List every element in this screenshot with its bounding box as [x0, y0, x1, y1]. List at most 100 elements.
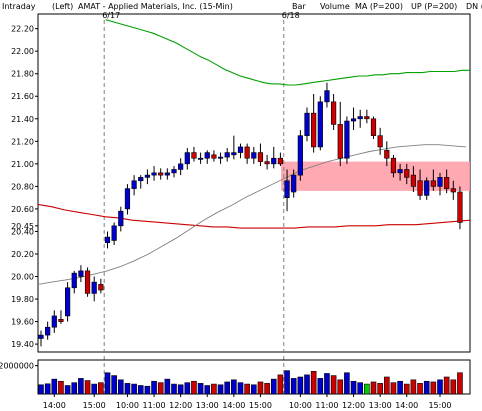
volume-bar — [370, 381, 377, 395]
time-tick-label: 13:00 — [196, 401, 219, 410]
candle-body — [444, 177, 450, 189]
scale-label: (Left) — [52, 2, 73, 11]
price-tick-label: 21.60 — [11, 92, 34, 101]
candle-body — [284, 180, 290, 198]
session-date-label: 6/18 — [282, 11, 300, 20]
volume-bar — [350, 380, 357, 395]
legend-bar: Bar — [292, 2, 306, 11]
volume-bar — [197, 383, 204, 395]
candle-body — [184, 152, 190, 165]
volume-bar — [397, 380, 403, 395]
price-tick-label: 19.60 — [11, 318, 34, 327]
candle-body — [131, 180, 137, 189]
volume-bar — [457, 372, 463, 395]
candle-body — [51, 315, 57, 328]
candle-body — [297, 135, 303, 176]
volume-bar — [184, 382, 191, 395]
volume-bar — [270, 378, 277, 395]
candle-body — [71, 272, 77, 289]
candle-body — [277, 157, 284, 165]
volume-bar — [84, 380, 91, 395]
candle-body — [178, 163, 184, 170]
candle-body — [237, 146, 244, 153]
volume-bar — [251, 384, 257, 395]
volume-bar — [71, 382, 78, 395]
volume-bar — [98, 382, 104, 395]
volume-bar — [44, 383, 51, 395]
session-date-label: 6/17 — [102, 11, 120, 20]
candle-body — [151, 172, 157, 176]
time-tick-label: 10:00 — [289, 401, 312, 410]
price-tick-label: 20.80 — [11, 182, 34, 191]
volume-bar — [38, 384, 44, 395]
candle-body — [264, 161, 270, 165]
up-band-line — [105, 19, 470, 86]
price-tick-label: 20.45 — [11, 222, 34, 231]
price-tick-label: 22.00 — [11, 47, 34, 56]
chart-title: AMAT - Applied Materials, Inc. (15-Min) — [78, 2, 233, 11]
volume-bar — [450, 379, 457, 395]
candle-body — [457, 191, 463, 223]
candle-body — [330, 101, 337, 125]
volume-bar — [357, 382, 364, 395]
candle-body — [291, 174, 297, 193]
candle-body — [337, 124, 343, 159]
price-tick-label: 22.20 — [11, 25, 34, 34]
candle-body — [124, 188, 131, 210]
volume-bar — [51, 378, 58, 395]
volume-bar — [437, 379, 443, 395]
volume-bar — [324, 373, 330, 395]
price-tick-label: 19.40 — [11, 340, 34, 349]
volume-bar — [297, 376, 304, 395]
volume-bar — [151, 380, 157, 395]
candle-body — [231, 152, 237, 156]
volume-bar — [430, 381, 437, 395]
volume-bar — [204, 385, 211, 395]
candle-body — [317, 101, 323, 148]
volume-bar — [157, 382, 164, 395]
volume-bar — [337, 379, 344, 395]
candle-body — [390, 157, 397, 174]
price-tick-label: 20.60 — [11, 205, 34, 214]
candle-body — [364, 116, 370, 120]
price-tick-label: 20.00 — [11, 273, 34, 282]
candle-body — [417, 180, 423, 196]
legend-dn: DN ( — [466, 2, 482, 11]
candle-body — [217, 156, 224, 159]
candle-body — [357, 116, 363, 120]
candle-body — [350, 118, 357, 122]
candle-body — [211, 154, 217, 159]
volume-bar — [224, 381, 230, 395]
volume-bar — [310, 371, 317, 395]
volume-bar — [58, 380, 64, 395]
volume-bar — [164, 378, 171, 395]
candle-body — [404, 169, 410, 178]
volume-bar — [330, 375, 337, 395]
volume-bar — [111, 375, 117, 395]
candle-body — [311, 112, 317, 148]
price-tick-label: 20.40 — [11, 227, 34, 236]
candle-body — [191, 152, 197, 159]
time-tick-label: 14:00 — [395, 401, 418, 410]
volume-bar — [64, 385, 71, 395]
volume-bar — [144, 385, 151, 395]
time-tick-label: 10:00 — [116, 401, 139, 410]
candle-body — [111, 225, 117, 241]
volume-bar — [410, 379, 417, 395]
candle-body — [397, 169, 403, 174]
volume-bar — [364, 383, 370, 395]
candle-body — [78, 270, 84, 277]
candle-body — [65, 287, 71, 317]
volume-bar — [191, 380, 197, 395]
candle-body — [144, 174, 151, 178]
volume-bar — [137, 385, 144, 395]
volume-bar — [124, 383, 131, 395]
candle-body — [158, 172, 164, 176]
interval-label: Intraday — [2, 2, 36, 11]
volume-bar — [284, 370, 290, 395]
volume-bar — [78, 378, 84, 395]
time-tick-label: 15:00 — [83, 401, 106, 410]
ma200-line — [37, 203, 471, 229]
candle-body — [91, 281, 97, 294]
candle-body — [377, 135, 383, 148]
